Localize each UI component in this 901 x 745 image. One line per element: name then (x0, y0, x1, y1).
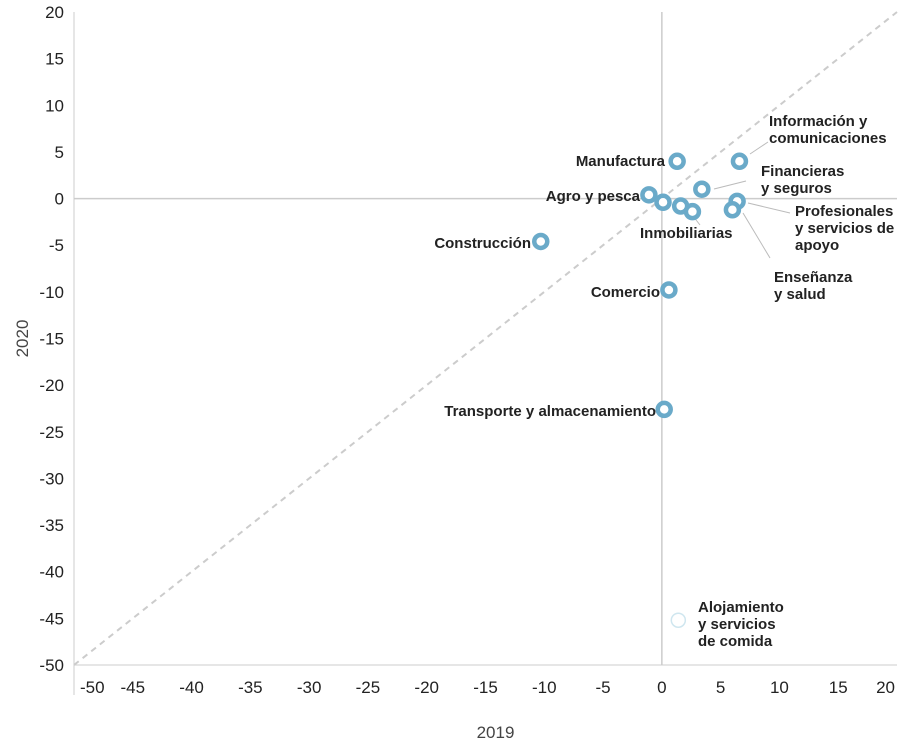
x-tick-label: -5 (596, 678, 611, 697)
point-label: comunicaciones (769, 130, 887, 147)
data-point (532, 232, 550, 251)
point-label: Comercio (591, 284, 660, 301)
reference-line-y-equals-x (73, 11, 898, 666)
data-point (670, 612, 687, 628)
data-point (654, 193, 672, 212)
point-label: y servicios (698, 616, 776, 633)
data-point (683, 202, 702, 221)
y-tick-label: -35 (39, 516, 64, 535)
x-tick-label: -20 (414, 678, 439, 697)
x-tick-label: -50 (80, 678, 105, 697)
point-label: Manufactura (576, 153, 666, 170)
x-tick-label: -15 (473, 678, 498, 697)
data-point (660, 281, 678, 299)
x-tick-label: 10 (770, 678, 789, 697)
point-label: Alojamiento (698, 599, 784, 616)
x-tick-label: -45 (120, 678, 145, 697)
y-tick-label: -10 (39, 283, 64, 302)
y-tick-label: -5 (49, 236, 64, 255)
y-tick-label: 10 (45, 96, 64, 115)
point-label: Enseñanza (774, 269, 853, 286)
point-label: apoyo (795, 237, 839, 254)
leader-line (749, 141, 769, 155)
x-axis-title: 2019 (477, 723, 515, 740)
point-label: Información y (769, 113, 868, 130)
y-tick-label: 5 (55, 143, 64, 162)
point-label: de comida (698, 633, 773, 650)
x-tick-label: -30 (297, 678, 322, 697)
point-label: Construcción (434, 235, 531, 252)
y-tick-label: 20 (45, 3, 64, 22)
y-axis-title: 2020 (13, 320, 32, 358)
data-point (655, 400, 673, 419)
points-layer (532, 152, 749, 628)
point-label: Financieras (761, 163, 844, 180)
x-tick-label: 15 (829, 678, 848, 697)
data-point (730, 152, 749, 171)
y-tick-label: 0 (55, 190, 64, 209)
leader-line (713, 180, 747, 190)
x-tick-label: -35 (238, 678, 263, 697)
x-tick-label: -40 (179, 678, 204, 697)
data-point (693, 180, 711, 198)
y-tick-label: -40 (39, 563, 64, 582)
x-tick-label: -10 (532, 678, 557, 697)
y-tick-label: -45 (39, 609, 64, 628)
data-point (640, 186, 658, 204)
leader-line (747, 202, 791, 214)
point-label: Transporte y almacenamiento (444, 403, 656, 420)
axes-layer: 20151050-5-10-15-20-25-30-35-40-45-50-50… (13, 3, 897, 742)
point-label: Profesionales (795, 203, 893, 220)
y-tick-label: -30 (39, 469, 64, 488)
data-point (668, 152, 686, 171)
y-tick-label: -15 (39, 330, 64, 349)
leader-line (742, 212, 771, 259)
y-tick-label: -25 (39, 423, 64, 442)
x-tick-label: 20 (876, 678, 895, 697)
reference-layer (73, 11, 898, 666)
x-tick-label: 0 (657, 678, 666, 697)
point-label: Agro y pesca (546, 188, 641, 205)
y-tick-label: -50 (39, 656, 64, 675)
x-tick-label: 5 (716, 678, 725, 697)
point-label: y servicios de (795, 220, 894, 237)
x-tick-label: -25 (356, 678, 381, 697)
y-tick-label: 15 (45, 50, 64, 69)
point-label: y salud (774, 286, 826, 303)
data-point (723, 201, 742, 219)
point-label: Inmobiliarias (640, 225, 733, 242)
y-tick-label: -20 (39, 376, 64, 395)
point-label: y seguros (761, 180, 832, 197)
